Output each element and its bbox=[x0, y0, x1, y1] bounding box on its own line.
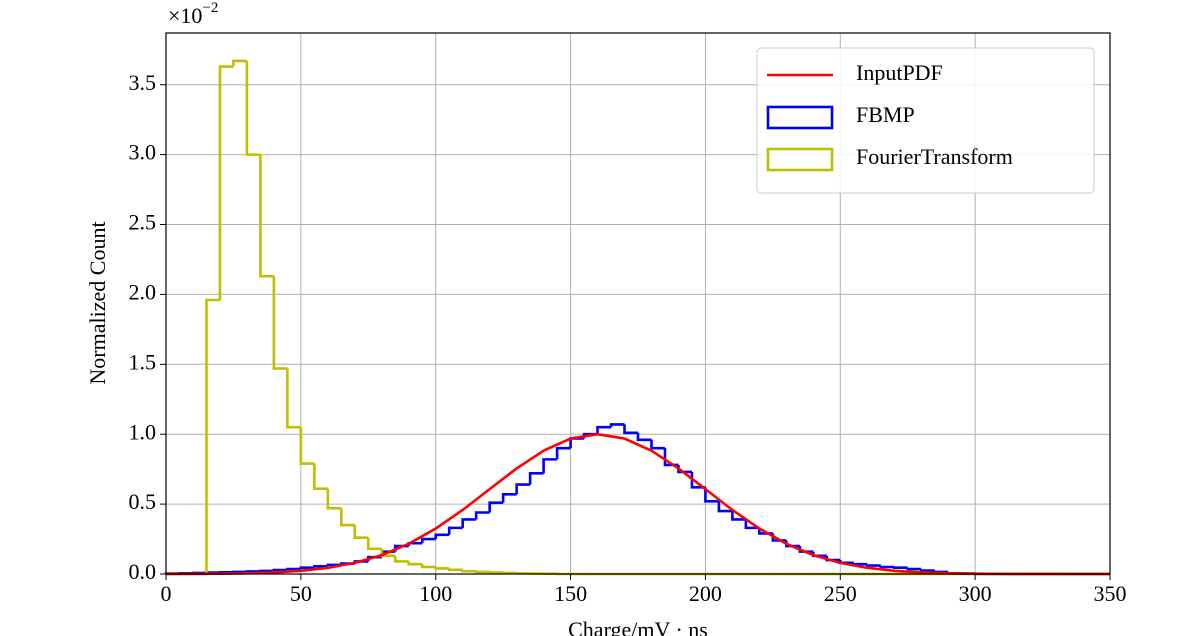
histogram-bin bbox=[259, 154, 274, 278]
y-tick-label: 3.0 bbox=[129, 140, 157, 165]
histogram-bin bbox=[488, 571, 504, 574]
histogram-bin bbox=[326, 488, 342, 510]
x-tick-label: 250 bbox=[824, 581, 857, 606]
x-tick-label: 200 bbox=[689, 581, 722, 606]
histogram-bin bbox=[865, 564, 881, 567]
histogram-bin bbox=[542, 458, 558, 474]
y-axis-label: Normalized Count bbox=[85, 221, 110, 384]
histogram-bin bbox=[407, 561, 423, 566]
histogram-bin bbox=[420, 537, 436, 544]
histogram-bin bbox=[555, 446, 571, 460]
histogram-bin bbox=[299, 566, 315, 570]
histogram-bin bbox=[420, 564, 436, 569]
histogram-bin bbox=[434, 567, 450, 570]
histogram-bin bbox=[609, 423, 625, 428]
histogram-bin bbox=[313, 565, 328, 568]
histogram-bin bbox=[636, 432, 652, 442]
histogram-bin bbox=[650, 439, 665, 450]
histogram-bin bbox=[461, 569, 477, 573]
x-tick-label: 100 bbox=[419, 581, 452, 606]
histogram-bin bbox=[623, 424, 638, 435]
pdf-line bbox=[165, 432, 1110, 576]
y-tick-label: 0.5 bbox=[129, 489, 157, 514]
y-scale-label: ×10−2 bbox=[168, 0, 218, 28]
legend-swatch bbox=[766, 105, 834, 130]
histogram-bin bbox=[232, 59, 247, 67]
y-scale-exponent: −2 bbox=[202, 0, 218, 16]
y-tick-label: 1.0 bbox=[129, 419, 157, 444]
histogram-bin bbox=[205, 298, 220, 574]
y-tick-label: 2.0 bbox=[129, 279, 157, 304]
histogram-bin bbox=[852, 562, 868, 566]
histogram-bin bbox=[474, 570, 490, 574]
ticks: 0 50 100 150 200 250 300 350 0.0 0.5 1.0 1.5 2.0 2.5 3… bbox=[129, 70, 1127, 606]
histogram-bin bbox=[892, 566, 908, 570]
x-tick-label: 0 bbox=[161, 581, 172, 606]
legend: InputPDF FBMP FourierTransform bbox=[756, 47, 1095, 194]
histogram-bin bbox=[798, 546, 814, 553]
histogram-bin bbox=[447, 568, 463, 572]
histogram-bin bbox=[919, 569, 935, 572]
y-tick-label: 3.5 bbox=[129, 70, 157, 95]
histogram-bin bbox=[353, 525, 369, 539]
histogram-bin bbox=[447, 526, 463, 535]
histogram-bin bbox=[366, 537, 382, 551]
histogram-bin bbox=[569, 437, 585, 449]
histogram-bin bbox=[744, 519, 760, 530]
histogram-bin bbox=[272, 568, 288, 572]
legend-label: FourierTransform bbox=[856, 144, 1013, 169]
histogram-bin bbox=[340, 508, 355, 527]
histogram-bin bbox=[259, 569, 274, 573]
x-tick-label: 50 bbox=[290, 581, 312, 606]
histogram-bin bbox=[286, 567, 301, 571]
histogram-bin bbox=[596, 425, 612, 435]
x-tick-label: 300 bbox=[959, 581, 992, 606]
histogram-bin bbox=[393, 555, 409, 563]
histogram-bin bbox=[731, 511, 746, 521]
legend-label: InputPDF bbox=[856, 60, 943, 85]
x-axis-label: Charge/mV · ns bbox=[568, 617, 708, 636]
legend-box bbox=[756, 47, 1095, 194]
histogram-bin bbox=[272, 276, 288, 370]
y-scale-base: ×10 bbox=[168, 3, 202, 28]
histogram-bin bbox=[474, 511, 490, 520]
x-tick-label: 350 bbox=[1094, 581, 1127, 606]
histogram-bin bbox=[879, 565, 895, 569]
x-tick-label: 150 bbox=[554, 581, 587, 606]
legend-swatch bbox=[766, 147, 834, 172]
histogram-bin bbox=[286, 368, 301, 429]
axes-frame bbox=[165, 32, 1111, 575]
histogram-bin bbox=[299, 427, 315, 465]
histogram-bin bbox=[218, 65, 234, 301]
histogram-bin bbox=[461, 518, 477, 528]
histogram-bin bbox=[704, 487, 719, 503]
histogram-bin bbox=[488, 501, 504, 513]
histogram-bin bbox=[313, 463, 328, 491]
histogram-bin bbox=[501, 493, 517, 503]
y-tick-label: 0.0 bbox=[129, 559, 157, 584]
histogram-series bbox=[164, 423, 1110, 576]
histogram-bin bbox=[528, 472, 544, 485]
histogram-bin bbox=[717, 501, 733, 513]
histogram-bin bbox=[906, 567, 922, 571]
histogram-bin bbox=[515, 483, 531, 495]
histogram-bin bbox=[434, 533, 450, 540]
y-tick-label: 1.5 bbox=[129, 349, 157, 374]
histogram-bin bbox=[245, 60, 261, 156]
y-tick-label: 2.5 bbox=[129, 210, 157, 235]
legend-label: FBMP bbox=[856, 102, 915, 127]
